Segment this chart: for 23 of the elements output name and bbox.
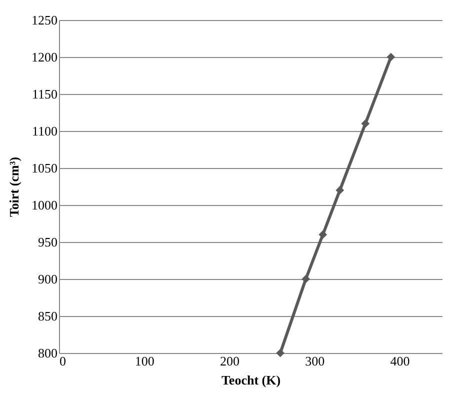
point bbox=[386, 52, 396, 62]
x-tick-label: 400 bbox=[390, 354, 410, 368]
point bbox=[276, 348, 284, 358]
x-tick-label: 0 bbox=[60, 354, 66, 368]
x-tick-label: 200 bbox=[220, 354, 240, 368]
point bbox=[318, 230, 328, 239]
point bbox=[336, 186, 344, 194]
y-tick-label: 950 bbox=[38, 234, 58, 250]
y-tick-label: 1000 bbox=[32, 198, 58, 212]
y-axis-title: Toirt (cm³) bbox=[6, 156, 22, 218]
y-tick-label: 1100 bbox=[32, 124, 58, 138]
point bbox=[302, 274, 310, 284]
y-tick-label: 1050 bbox=[32, 160, 58, 176]
x-tick-label: 100 bbox=[134, 354, 154, 368]
y-tick-label: 900 bbox=[38, 272, 58, 286]
y-tick-label: 1200 bbox=[32, 50, 58, 64]
y-tick-label: 800 bbox=[38, 346, 58, 360]
y-tick-label: 1250 bbox=[32, 12, 58, 28]
y-tick-label: 850 bbox=[38, 308, 58, 324]
x-tick-label: 300 bbox=[305, 354, 325, 368]
x-axis-title: Teocht (K) bbox=[221, 372, 281, 388]
point bbox=[361, 119, 370, 128]
y-tick-label: 1150 bbox=[32, 86, 58, 102]
